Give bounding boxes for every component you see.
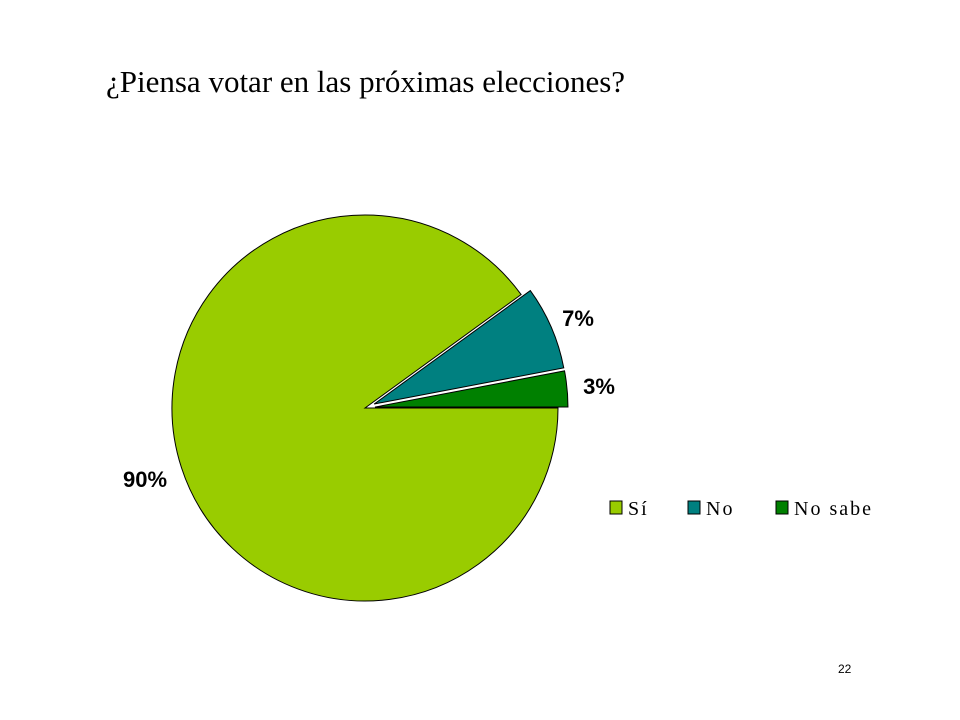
data-labels: 90% 7% 3% xyxy=(123,306,615,492)
data-label-2: 3% xyxy=(583,374,615,399)
legend-label-1: No xyxy=(706,498,734,520)
pie-slice-no xyxy=(373,289,565,405)
pie-slice-si xyxy=(171,214,559,602)
pie-slices xyxy=(171,214,569,602)
legend-swatch-2 xyxy=(775,500,789,515)
data-label-1: 7% xyxy=(562,306,594,331)
chart-title: ¿Piensa votar en las próximas elecciones… xyxy=(106,64,626,99)
page-number: 22 xyxy=(838,662,852,676)
legend-label-0: Sí xyxy=(628,498,649,520)
data-label-0: 90% xyxy=(123,467,167,492)
legend-swatch-1 xyxy=(687,500,701,515)
legend-swatch-0 xyxy=(609,500,623,515)
legend-label-2: No sabe xyxy=(794,498,873,520)
legend: Sí No No sabe xyxy=(609,498,873,520)
pie-slice-no-sabe xyxy=(374,370,569,408)
